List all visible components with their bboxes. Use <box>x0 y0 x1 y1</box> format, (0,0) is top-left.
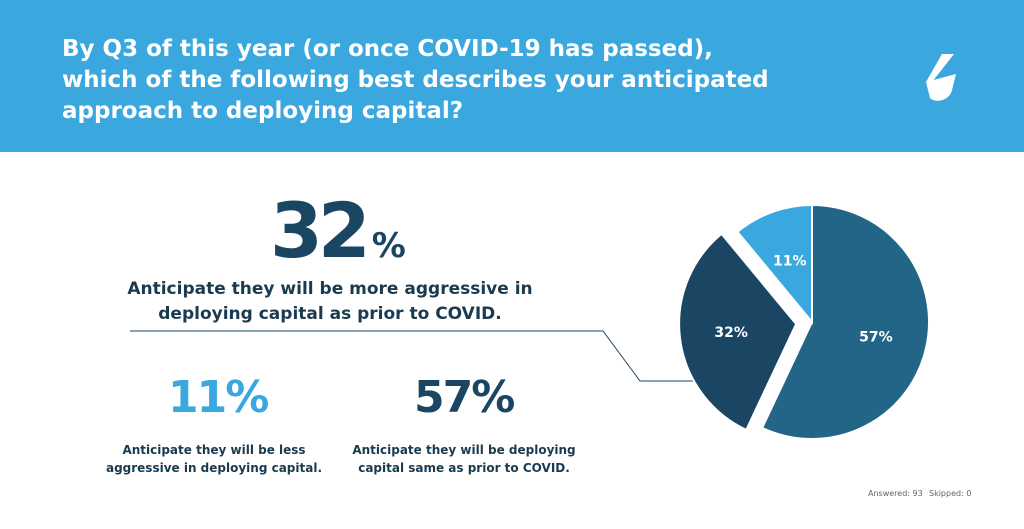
skipped-count: Skipped: 0 <box>929 489 972 498</box>
s-logo-icon <box>926 54 956 101</box>
pie-label-32: 32% <box>714 325 748 341</box>
stat-32-unit: % <box>371 226 406 266</box>
pie-slice-11 <box>736 203 813 325</box>
stat-11-value: 11% <box>168 372 269 423</box>
pie-label-11: 11% <box>773 253 807 269</box>
answered-count: Answered: 93 <box>868 489 923 498</box>
stat-57-value: 57% <box>414 372 515 423</box>
stat-32-number: 32 <box>270 186 371 275</box>
stat-11-description: Anticipate they will be less aggressive … <box>105 443 323 475</box>
pie-slice-57 <box>760 203 930 440</box>
stat-57-description: Anticipate they will be deploying capita… <box>352 443 576 475</box>
stat-32-value: 32% <box>270 186 406 275</box>
pie-label-57: 57% <box>859 329 893 345</box>
pie-slice-32 <box>678 232 798 432</box>
header-banner: By Q3 of this year (or once COVID-19 has… <box>0 0 1024 152</box>
stat-32-description: Anticipate they will be more aggressive … <box>127 279 533 324</box>
survey-question: By Q3 of this year (or once COVID-19 has… <box>62 36 769 124</box>
